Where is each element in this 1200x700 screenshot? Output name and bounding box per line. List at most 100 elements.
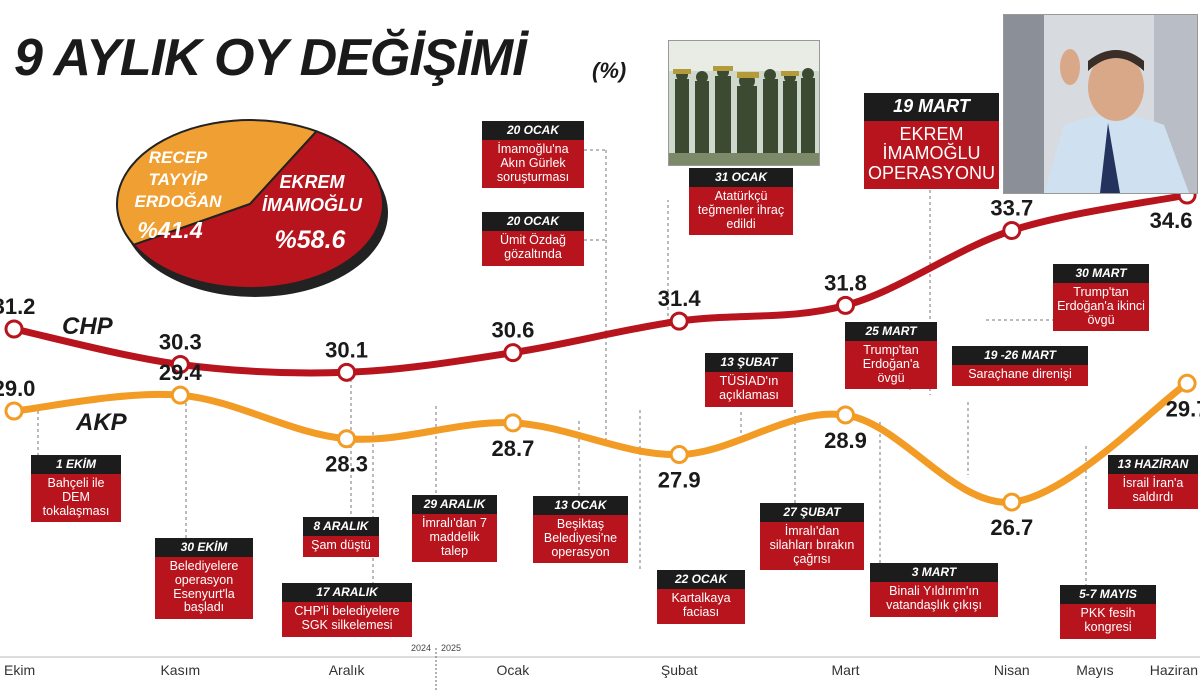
data-label-akp: 28.3 [325,452,368,477]
data-point-chp [170,354,190,374]
title-unit: (%) [592,58,627,83]
event-text: İmamoğlu'na Akın Gürlek soruşturması [496,142,570,184]
event-text: Ümit Özdağ gözaltında [500,233,566,261]
event-1-ekim: 1 EKİM Bahçeli ile DEM tokalaşması [31,455,121,523]
event-text: Belediyelere operasyon Esenyurt'la başla… [169,559,239,615]
event-25-mart: 25 MART Trump'tan Erdoğan'a övgü [845,322,937,390]
event-3-mart: 3 MART Binali Yıldırım'ın vatandaşlık çık… [870,563,998,617]
event-text: Binali Yıldırım'ın vatandaşlık çıkışı [886,584,982,612]
pie-value-imamoglu: %58.6 [275,226,347,254]
event-date: 17 ARALIK [282,583,412,603]
data-point-chp [337,362,357,382]
event-date: 13 ŞUBAT [705,353,793,373]
event-text: EKREM İMAMOĞLU OPERASYONU [868,123,996,183]
event-30-ekim: 30 EKİM Belediyelere operasyon Esenyurt'l… [155,538,253,620]
event-20-ocak-ozdag: 20 OCAK Ümit Özdağ gözaltında [482,212,584,266]
data-label-akp: 29.4 [159,360,203,385]
page-title: 9 AYLIK OY DEĞİŞİMİ [14,29,527,87]
event-date: 13 HAZİRAN [1108,455,1198,475]
x-tick-label: Şubat [661,662,698,678]
imamoglu-photo [1003,14,1198,194]
event-date: 30 EKİM [155,538,253,558]
event-text: PKK fesih kongresi [1080,606,1136,634]
data-point-akp [669,445,689,465]
event-30-mart: 30 MART Trump'tan Erdoğan'a ikinci övgü [1053,264,1149,332]
event-29-aralik: 29 ARALIK İmralı'dan 7 maddelik talep [412,495,497,563]
event-20-ocak-gurlek: 20 OCAK İmamoğlu'na Akın Gürlek soruşturm… [482,121,584,189]
pie-label-erdogan-line3: ERDOĞAN [135,192,223,211]
chart-value-labels: 31.2 30.3 30.1 30.6 31.4 31.8 33.7 34.6 29.0 29.4… [0,196,1200,541]
data-point-akp [4,401,24,421]
data-label-chp: 30.3 [159,329,202,354]
year-label-2024: 2024 [411,643,431,653]
event-22-ocak: 22 OCAK Kartalkaya faciası [657,570,745,624]
soldiers-photo [668,40,820,166]
data-point-akp [170,385,190,405]
event-text: Trump'tan Erdoğan'a ikinci övgü [1057,285,1145,327]
pie-top [115,119,384,290]
event-13-subat: 13 ŞUBAT TÜSİAD'ın açıklaması [705,353,793,407]
imamoglu-photo-icon [1004,15,1197,193]
x-tick-label: Nisan [994,662,1030,678]
event-date: 13 OCAK [533,496,628,516]
event-date: 30 MART [1053,264,1149,284]
series-label-akp: AKP [75,409,128,436]
event-text: CHP'li belediyelere SGK silkelemesi [294,604,400,632]
soldiers-photo-icon [669,41,819,165]
event-text: Bahçeli ile DEM tokalaşması [42,476,110,518]
event-text: Saraçhane direnişi [968,367,1072,382]
event-27-subat: 27 ŞUBAT İmralı'dan silahları bırakın çağ… [760,503,864,571]
data-label-akp: 28.9 [824,428,867,453]
data-label-akp: 29.7 [1166,396,1200,421]
pie-chart: RECEP TAYYİP ERDOĞAN %41.4 EKREM İMAMOĞL… [115,119,388,297]
event-date: 19 -26 MART [952,346,1088,366]
event-19-26-mart: 19 -26 MART Saraçhane direnişi [952,346,1088,386]
data-label-chp: 30.6 [491,318,534,343]
data-point-chp [503,343,523,363]
data-point-akp [337,429,357,449]
event-date: 25 MART [845,322,937,342]
event-text: Trump'tan Erdoğan'a övgü [862,343,920,385]
event-31-ocak: 31 OCAK Atatürkçü teğmenler ihraç edildi [689,168,793,236]
data-point-akp [836,405,855,425]
pie-slice-erdogan [115,119,319,246]
pie-label-imamoglu-line2: İMAMOĞLU [262,194,363,215]
event-date: 20 OCAK [482,212,584,232]
pie-label-erdogan-line2: TAYYİP [149,170,209,189]
data-point-chp [836,295,855,315]
data-label-chp: 30.1 [325,337,368,362]
data-point-akp [503,413,523,433]
data-label-akp: 26.7 [990,515,1033,540]
data-label-chp: 34.6 [1150,208,1193,233]
event-text: TÜSİAD'ın açıklaması [719,374,779,402]
data-point-akp [1177,373,1197,393]
chart-points [4,185,1197,512]
x-tick-label: Kasım [160,662,200,678]
year-label-2025: 2025 [441,643,461,653]
x-tick-label: Mayıs [1076,662,1113,678]
data-point-chp [4,319,24,339]
event-date: 20 OCAK [482,121,584,141]
x-axis-ticks: Ekim Kasım Aralık Ocak Şubat Mart Nisan Mayıs Ha… [4,662,1198,678]
data-point-akp [1002,492,1022,512]
data-label-chp: 31.8 [824,270,867,295]
x-tick-label: Mart [832,662,860,678]
event-date: 8 ARALIK [303,517,379,537]
x-tick-label: Aralık [329,662,366,678]
event-text: Beşiktaş Belediyesi'ne operasyon [543,517,618,559]
event-text: İmralı'dan silahları bırakın çağrısı [769,524,855,566]
event-date: 19 MART [864,93,999,121]
event-5-7-mayis: 5-7 MAYIS PKK fesih kongresi [1060,585,1156,639]
event-text: İsrail İran'a saldırdı [1122,476,1184,504]
pie-slice-imamoglu [131,130,384,290]
event-13-ocak: 13 OCAK Beşiktaş Belediyesi'ne operasyon [533,496,628,564]
data-point-chp [1002,221,1022,240]
x-tick-label: Ocak [497,662,531,678]
pie-label-imamoglu-line1: EKREM [279,172,345,192]
event-text: İmralı'dan 7 maddelik talep [422,516,487,558]
data-label-chp: 33.7 [990,196,1033,221]
data-point-chp [669,311,689,331]
x-tick-label: Haziran [1150,662,1198,678]
event-date: 27 ŞUBAT [760,503,864,523]
